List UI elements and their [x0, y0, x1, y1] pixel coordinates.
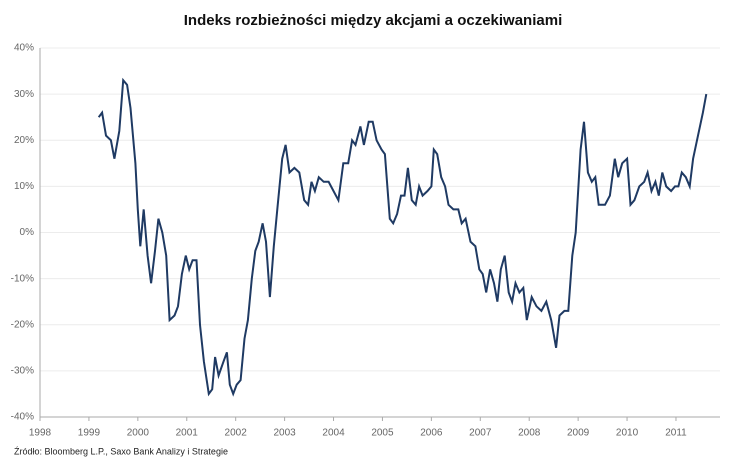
- x-tick-label: 2007: [469, 428, 492, 439]
- x-tick-label: 2004: [322, 428, 345, 439]
- y-tick-label: 0%: [20, 227, 35, 238]
- y-tick-label: 30%: [14, 89, 34, 100]
- x-tick-label: 2010: [616, 428, 639, 439]
- y-tick-label: -40%: [11, 412, 34, 423]
- y-tick-label: 20%: [14, 135, 34, 146]
- y-tick-label: 40%: [14, 43, 34, 54]
- x-tick-label: 2009: [567, 428, 590, 439]
- x-tick-label: 2002: [225, 428, 248, 439]
- chart-title: Indeks rozbieżności między akcjami a ocz…: [184, 12, 563, 29]
- data-line: [97, 77, 708, 397]
- source-note: Źródło: Bloomberg L.P., Saxo Bank Analiz…: [14, 446, 228, 456]
- x-tick-label: 2001: [176, 428, 199, 439]
- y-tick-label: -10%: [11, 273, 34, 284]
- x-tick-label: 2011: [665, 428, 687, 439]
- x-tick-label: 2008: [518, 428, 541, 439]
- y-tick-label: -20%: [11, 319, 34, 330]
- y-tick-label: 10%: [14, 181, 34, 192]
- x-tick-label: 2006: [420, 428, 443, 439]
- x-tick-label: 2000: [127, 428, 150, 439]
- y-tick-label: -30%: [11, 366, 34, 377]
- x-tick-label: 2005: [371, 428, 394, 439]
- x-tick-label: 2003: [273, 428, 296, 439]
- x-tick-label: 1999: [78, 428, 101, 439]
- x-tick-label: 1998: [29, 428, 52, 439]
